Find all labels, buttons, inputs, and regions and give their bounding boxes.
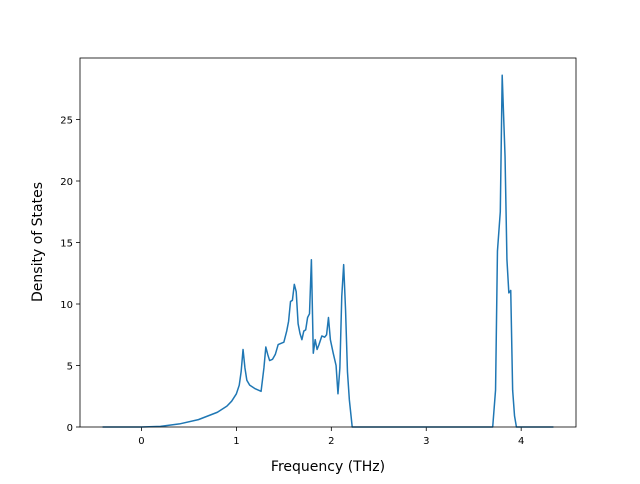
dos-line [102,74,554,428]
x-tick-label: 3 [423,436,429,447]
y-tick-label: 15 [60,239,73,250]
x-tick-label: 2 [328,436,334,447]
axes-frame [79,57,577,428]
y-axis-label: Density of States [30,182,46,302]
y-tick-label: 0 [67,423,73,434]
x-axis-label: Frequency (THz) [271,459,385,475]
x-tick-label: 1 [233,436,239,447]
x-tick-label: 0 [138,436,144,447]
y-tick-label: 20 [60,177,73,188]
y-tick-label: 25 [60,116,73,127]
x-tick-label: 4 [518,436,524,447]
y-tick-label: 10 [60,300,73,311]
y-tick-label: 5 [67,362,73,373]
